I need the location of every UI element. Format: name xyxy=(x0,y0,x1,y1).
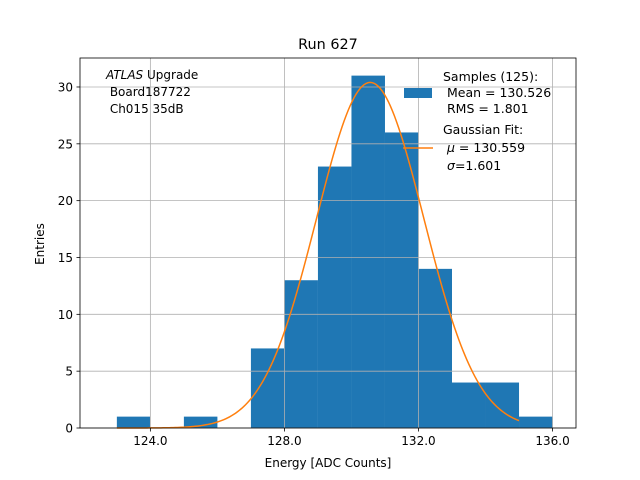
legend-bar-swatch xyxy=(404,88,432,98)
axes-frame xyxy=(79,57,577,429)
chart-title: Run 627 xyxy=(298,37,358,53)
histogram-bar-11 xyxy=(485,382,520,428)
y-axis-ticks: 0 5 10 15 20 25 30 xyxy=(58,80,80,436)
y-tick-label-4: 20 xyxy=(58,194,73,208)
legend-mu-symbol: μ xyxy=(446,140,455,155)
histogram-bar-2 xyxy=(183,416,218,428)
histogram-bar-12 xyxy=(519,416,553,428)
annotation-line-1: ATLAS Upgrade xyxy=(105,68,198,82)
y-axis-label: Entries xyxy=(33,223,47,265)
legend-mu-value: = 130.559 xyxy=(455,140,525,155)
y-tick-label-6: 30 xyxy=(58,80,73,94)
histogram-bar-5 xyxy=(284,280,318,428)
annotation-upgrade: Upgrade xyxy=(143,68,198,82)
annotation-channel: Ch015 35dB xyxy=(106,102,184,116)
y-tick-label-1: 5 xyxy=(65,365,73,379)
histogram-bar-0 xyxy=(116,416,151,428)
x-tick-label-0: 124.0 xyxy=(133,434,167,448)
histogram-bar-4 xyxy=(250,348,285,428)
x-tick-label-3: 136.0 xyxy=(535,434,569,448)
x-axis-ticks: 124.0 128.0 132.0 136.0 xyxy=(133,428,570,448)
y-tick-label-2: 10 xyxy=(58,308,73,322)
y-tick-label-5: 25 xyxy=(58,137,73,151)
histogram-bar-8 xyxy=(384,132,419,428)
legend-sigma-symbol: σ xyxy=(447,158,456,173)
annotation-board: Board187722 xyxy=(106,85,191,99)
legend-fit-header: Gaussian Fit: xyxy=(443,122,523,137)
histogram-bar-10 xyxy=(452,382,486,428)
histogram-bar-7 xyxy=(351,75,385,428)
legend-rms: RMS = 1.801 xyxy=(443,101,529,116)
y-tick-label-3: 15 xyxy=(58,251,73,265)
histogram-bars xyxy=(116,75,553,428)
annotation-atlas-italic: ATLAS xyxy=(105,68,144,82)
y-tick-label-0: 0 xyxy=(65,422,73,436)
histogram-bar-9 xyxy=(418,268,452,428)
atlas-annotation: ATLAS Upgrade Board187722 Ch015 35dB xyxy=(105,68,198,116)
legend-mu: μ = 130.559 xyxy=(446,140,525,155)
legend-mean: Mean = 130.526 xyxy=(443,85,551,100)
legend: Samples (125): Mean = 130.526 RMS = 1.80… xyxy=(403,69,551,173)
gaussian-fit-curve xyxy=(116,81,520,429)
legend-samples-header: Samples (125): xyxy=(443,69,538,84)
x-tick-label-1: 128.0 xyxy=(267,434,301,448)
legend-sigma: σ=1.601 xyxy=(447,158,501,173)
histogram-bar-6 xyxy=(317,166,352,428)
legend-sigma-value: =1.601 xyxy=(455,158,501,173)
x-tick-label-2: 132.0 xyxy=(401,434,435,448)
x-axis-label: Energy [ADC Counts] xyxy=(265,456,392,470)
